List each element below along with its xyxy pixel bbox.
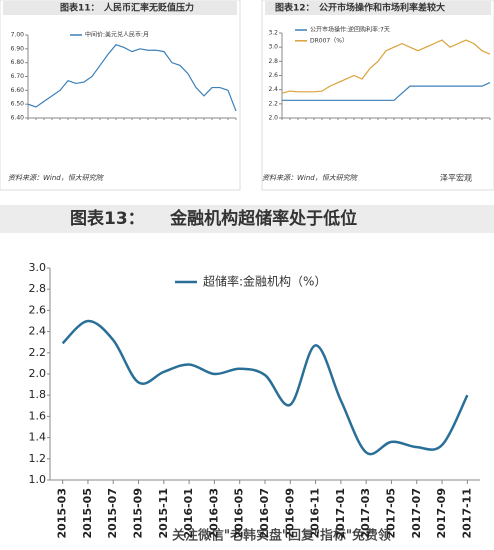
source: 资料来源：Wind，恒大研究院 [262,174,358,182]
legend-label: 中间价:美元兑人民币:月 [85,31,149,39]
y-tick-label: 2.8 [268,58,278,65]
y-tick-label: 7.00 [11,32,25,39]
y-tick-label: 3.0 [268,44,278,51]
chart-title: 图表11： 人民币汇率无贬值压力 [60,2,194,14]
y-tick-label: 6.60 [11,87,25,94]
y-tick-label: 6.90 [11,45,25,52]
y-tick-label: 2.6 [268,72,278,79]
x-tick-label: 2015-09 [132,488,145,539]
y-tick-label: 1.8 [29,388,47,401]
y-tick-label: 2.8 [29,282,47,295]
y-tick-label: 1.6 [29,409,47,422]
y-tick-label: 1.4 [29,431,47,444]
x-tick-label: 2017-11 [460,488,473,539]
x-tick-label: 2016-09 [283,488,296,539]
y-tick-label: 2.4 [268,86,278,93]
x-tick-label: 2015-05 [81,488,94,539]
y-tick-label: 2.0 [268,115,278,122]
chart-title: 图表13： 金融机构超储率处于低位 [70,208,357,229]
line [27,43,237,112]
y-tick-label: 2.0 [29,367,47,380]
y-tick-label: 6.40 [11,115,25,122]
y-tick-label: 1.2 [29,452,47,465]
title-bar [265,1,491,15]
line [282,82,491,101]
line [61,319,469,456]
chart-title: 图表12： 公开市场操作和市场利率差较大 [275,2,445,14]
title-bar [3,1,237,15]
panel [261,0,494,191]
y-tick-label: 2.6 [29,303,47,316]
x-tick-label: 2017-09 [435,488,448,539]
y-tick-label: 2.2 [29,346,47,359]
title-bar [0,205,494,233]
x-tick-label: 2017-05 [384,488,397,539]
legend-label: DR007（%） [310,37,348,44]
y-tick-label: 3.2 [268,30,278,37]
line [281,39,491,94]
y-tick-label: 6.80 [11,59,25,66]
x-tick-label: 2016-07 [258,488,271,539]
x-tick-label: 2015-11 [157,488,170,539]
watermark: 泽平宏观 [440,173,472,183]
x-tick-label: 2017-07 [410,488,423,539]
y-tick-label: 2.4 [29,325,47,338]
y-tick-label: 1.0 [29,473,47,486]
x-tick-label: 2017-01 [334,488,347,539]
y-tick-label: 3.0 [29,261,47,274]
x-tick-label: 2015-03 [56,488,69,539]
panel [0,0,241,191]
y-tick-label: 2.2 [268,100,278,107]
y-tick-label: 6.50 [11,101,25,108]
x-tick-label: 2016-11 [309,488,322,539]
x-tick-label: 2015-07 [106,488,119,539]
y-tick-label: 6.70 [11,73,25,80]
x-tick-label: 2016-03 [207,488,220,539]
legend-label: 超储率:金融机构（%） [203,274,326,289]
legend-label: 公开市场操作:逆回购利率:7天 [310,26,390,34]
x-tick-label: 2016-01 [182,488,195,539]
x-tick-label: 2016-05 [233,488,246,539]
footer: 关注微信"老韩实盘"回复"指标"免费领 [172,528,391,544]
x-tick-label: 2017-03 [359,488,372,539]
source: 资料来源：Wind，恒大研究院 [8,174,104,182]
